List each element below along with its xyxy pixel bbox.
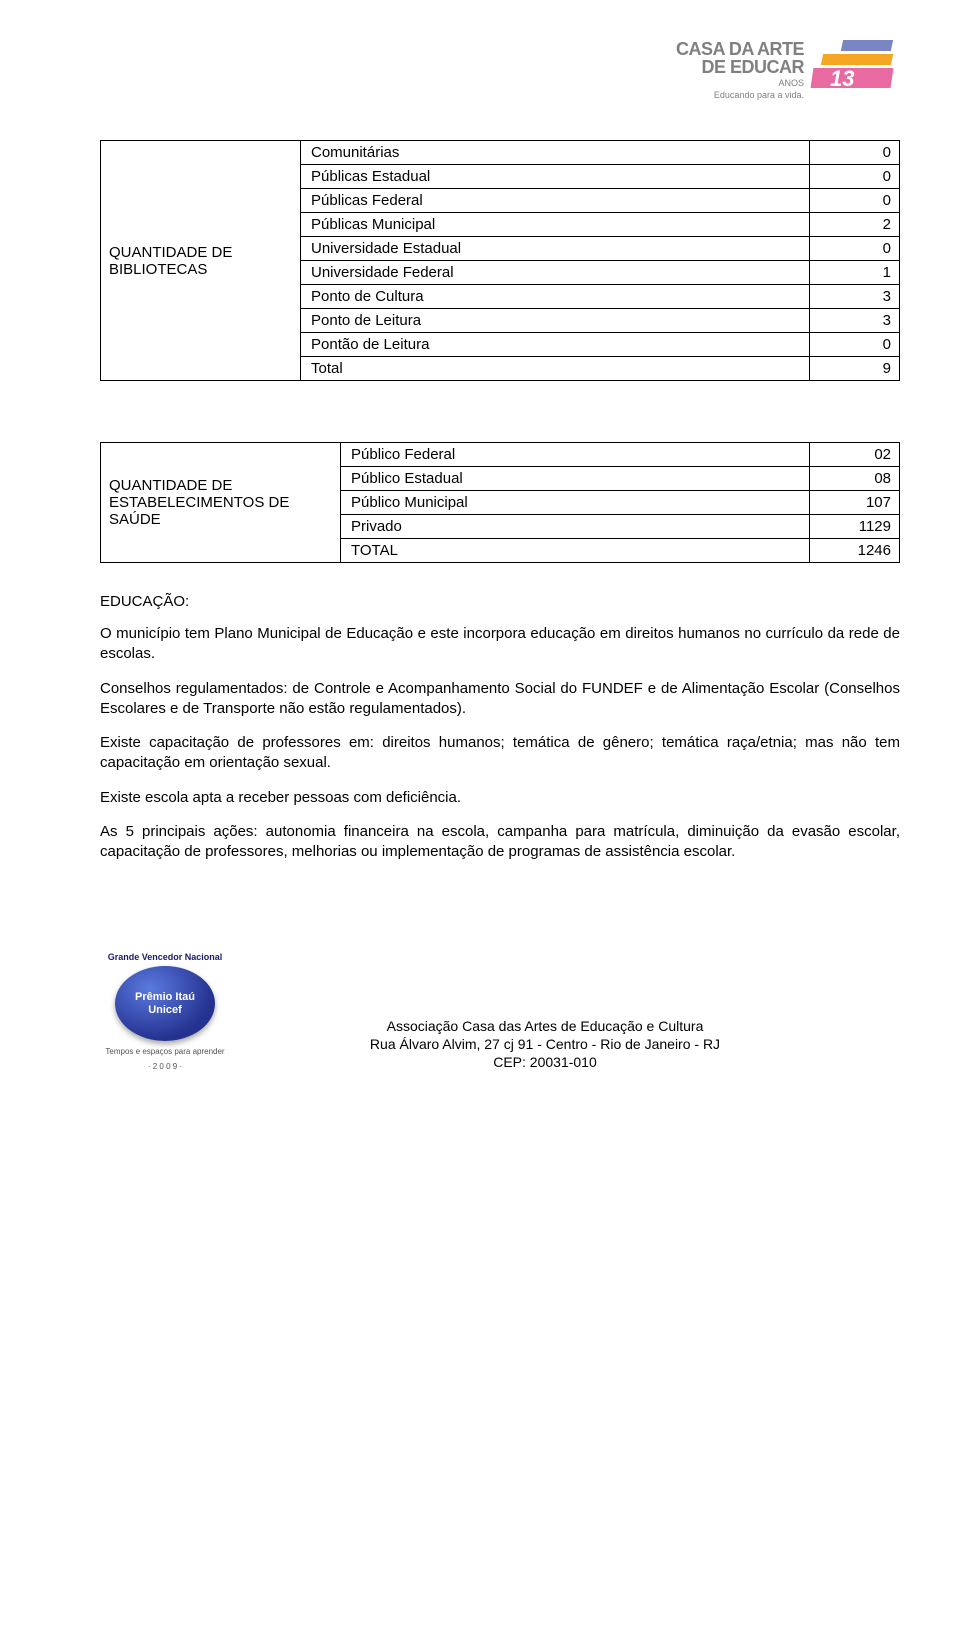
logo-line1: CASA DA ARTE — [676, 40, 804, 58]
section-heading-educacao: EDUCAÇÃO: — [100, 593, 900, 610]
table-bibliotecas: QUANTIDADE DE BIBLIOTECASComunitárias0Pú… — [100, 140, 900, 381]
table-cell-label: Público Federal — [341, 443, 810, 467]
table-cell-value: 107 — [810, 491, 900, 515]
table-cell-value: 0 — [810, 165, 900, 189]
body-paragraph: Conselhos regulamentados: de Controle e … — [100, 679, 900, 720]
table-cell-label: Privado — [341, 515, 810, 539]
table-cell-value: 1 — [810, 261, 900, 285]
logo-line2: DE EDUCAR — [676, 58, 804, 76]
award-badge: Grande Vencedor Nacional Prêmio Itaú Uni… — [100, 952, 230, 1071]
table-cell-value: 9 — [810, 357, 900, 381]
logo-years: ANOS — [676, 78, 804, 88]
table-cell-value: 3 — [810, 285, 900, 309]
table-cell-label: Pontão de Leitura — [301, 333, 810, 357]
table-cell-label: Públicas Federal — [301, 189, 810, 213]
logo-badge-number: 13 — [830, 66, 854, 92]
table-cell-label: Ponto de Cultura — [301, 285, 810, 309]
table-cell-label: Ponto de Leitura — [301, 309, 810, 333]
table-cell-value: 0 — [810, 237, 900, 261]
table-cell-label: Universidade Estadual — [301, 237, 810, 261]
award-badge-line1: Prêmio Itaú — [135, 991, 195, 1003]
award-tag2: · 2 0 0 9 · — [100, 1062, 230, 1071]
logo-badge-icon: 13 — [810, 40, 900, 95]
table-cell-value: 1129 — [810, 515, 900, 539]
footer-address: Associação Casa das Artes de Educação e … — [230, 1017, 860, 1072]
table-cell-label: Públicas Estadual — [301, 165, 810, 189]
award-tag1: Tempos e espaços para aprender — [100, 1047, 230, 1056]
body-paragraph: Existe capacitação de professores em: di… — [100, 733, 900, 774]
table-cell-value: 3 — [810, 309, 900, 333]
table-cell-label: Total — [301, 357, 810, 381]
table-cell-value: 2 — [810, 213, 900, 237]
table-row: QUANTIDADE DE ESTABELECIMENTOS DE SAÚDEP… — [101, 443, 900, 467]
table-cell-label: TOTAL — [341, 539, 810, 563]
table-row: QUANTIDADE DE BIBLIOTECASComunitárias0 — [101, 141, 900, 165]
logo-tagline: Educando para a vida. — [676, 90, 804, 100]
page-footer: Grande Vencedor Nacional Prêmio Itaú Uni… — [100, 952, 900, 1071]
table-cell-label: Público Municipal — [341, 491, 810, 515]
table-cell-value: 08 — [810, 467, 900, 491]
table-cell-value: 02 — [810, 443, 900, 467]
award-top-text: Grande Vencedor Nacional — [100, 952, 230, 962]
table-cell-value: 0 — [810, 189, 900, 213]
table-cell-value: 1246 — [810, 539, 900, 563]
body-paragraph: O município tem Plano Municipal de Educa… — [100, 624, 900, 665]
footer-addr-line2: Rua Álvaro Alvim, 27 cj 91 - Centro - Ri… — [230, 1035, 860, 1053]
header-logo-area: CASA DA ARTE DE EDUCAR ANOS Educando par… — [100, 40, 900, 100]
award-oval-icon: Prêmio Itaú Unicef — [115, 966, 215, 1041]
body-paragraph: Existe escola apta a receber pessoas com… — [100, 788, 900, 808]
table-estabelecimentos-saude: QUANTIDADE DE ESTABELECIMENTOS DE SAÚDEP… — [100, 442, 900, 563]
award-badge-line2: Unicef — [148, 1004, 182, 1016]
table-cell-label: Universidade Federal — [301, 261, 810, 285]
table-cell-label: Público Estadual — [341, 467, 810, 491]
table-cell-label: Públicas Municipal — [301, 213, 810, 237]
table-cell-value: 0 — [810, 333, 900, 357]
table-cell-label: Comunitárias — [301, 141, 810, 165]
logo-text: CASA DA ARTE DE EDUCAR ANOS Educando par… — [676, 40, 804, 100]
body-paragraph: As 5 principais ações: autonomia finance… — [100, 822, 900, 863]
footer-addr-line3: CEP: 20031-010 — [230, 1053, 860, 1071]
footer-addr-line1: Associação Casa das Artes de Educação e … — [230, 1017, 860, 1035]
table1-header-cell: QUANTIDADE DE BIBLIOTECAS — [101, 141, 301, 381]
table-cell-value: 0 — [810, 141, 900, 165]
table2-header-cell: QUANTIDADE DE ESTABELECIMENTOS DE SAÚDE — [101, 443, 341, 563]
